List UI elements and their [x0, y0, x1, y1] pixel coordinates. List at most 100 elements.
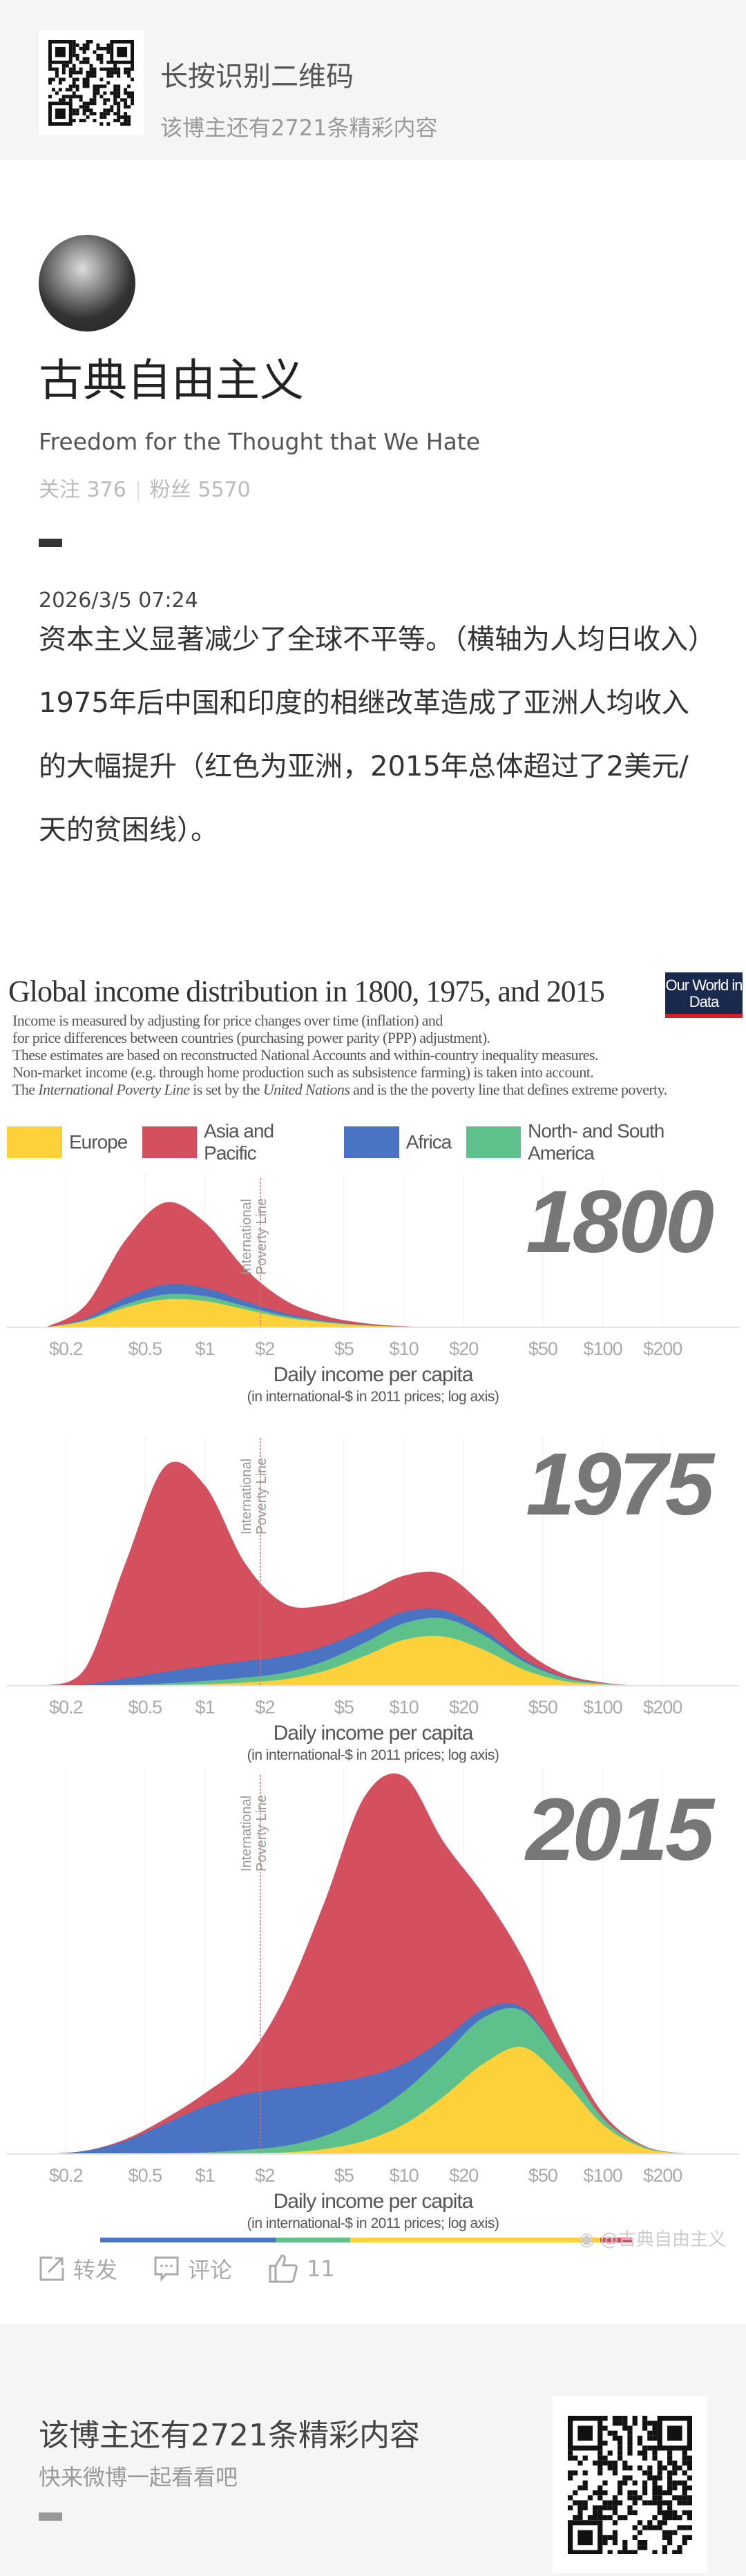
x-tick-label: $0.5 — [128, 1697, 162, 1718]
x-axis-label: Daily income per capita — [274, 2190, 474, 2213]
x-tick-label: $20 — [449, 2165, 478, 2186]
legend-label: Europe — [69, 1131, 128, 1153]
x-tick-label: $20 — [449, 1697, 478, 1718]
footer-title: 该博主还有2721条精彩内容 — [39, 2418, 420, 2453]
profile-bio: Freedom for the Thought that We Hate — [39, 428, 481, 455]
x-axis-label: Daily income per capita — [274, 1722, 474, 1744]
poverty-line-label: Poverty Line — [254, 1458, 269, 1535]
year-label: 1800 — [526, 1173, 714, 1271]
x-tick-label: $5 — [334, 1697, 354, 1718]
x-tick-label: $50 — [528, 1338, 557, 1359]
x-tick-label: $200 — [643, 1338, 682, 1359]
poverty-line-label: Poverty Line — [254, 1795, 269, 1872]
x-tick-label: $5 — [334, 1338, 354, 1359]
x-axis-label: Daily income per capita — [274, 1363, 474, 1386]
qr-code-footer[interactable] — [553, 2396, 707, 2573]
chart-bottom-strip — [100, 2238, 632, 2242]
x-tick-label: $10 — [390, 1697, 419, 1718]
x-tick-label: $0.5 — [128, 1338, 162, 1359]
followers-label: 粉丝 — [149, 478, 191, 502]
poverty-line-label: International — [239, 1199, 254, 1275]
note-text: United Nations — [262, 1081, 350, 1098]
thumbs-up-icon — [269, 2254, 298, 2283]
repost-label: 转发 — [73, 2257, 118, 2283]
action-bar: 转发 评论 11 — [39, 2253, 371, 2285]
note-text: The — [12, 1081, 39, 1098]
x-tick-label: $1 — [195, 2165, 215, 2186]
like-count: 11 — [307, 2256, 335, 2282]
x-tick-label: $2 — [255, 2165, 274, 2186]
qr-pattern — [48, 40, 134, 126]
following-count: 376 — [86, 478, 126, 502]
avatar[interactable] — [39, 235, 135, 331]
poverty-line-label: International — [239, 1796, 254, 1872]
x-tick-label: $0.2 — [49, 1338, 83, 1359]
owid-logo: Our World in Data — [665, 972, 743, 1018]
subtitle-line: for price differences between countries … — [12, 1029, 490, 1046]
banner-title: 长按识别二维码 — [160, 61, 354, 93]
x-tick-label: $50 — [528, 1697, 557, 1718]
legend-label: Africa — [405, 1131, 452, 1153]
watermark-text: @古典自由主义 — [600, 2229, 726, 2250]
x-tick-label: $2 — [255, 1697, 274, 1718]
note-text: International Poverty Line — [38, 1081, 190, 1098]
legend-swatch — [343, 1126, 399, 1158]
repost-button[interactable]: 转发 — [39, 2253, 117, 2285]
x-tick-label: $100 — [584, 2165, 622, 2186]
x-axis-sublabel: (in international-$ in 2011 prices; log … — [247, 1747, 499, 1763]
legend-item-europe: Europe — [7, 1126, 128, 1158]
poverty-line-label: Poverty Line — [254, 1198, 269, 1275]
x-tick-label: $2 — [255, 1338, 274, 1359]
poverty-line-label: International — [239, 1459, 254, 1535]
divider — [39, 2512, 62, 2521]
legend-swatch — [142, 1126, 198, 1158]
legend-item-africa: Africa — [343, 1126, 452, 1158]
profile-name[interactable]: 古典自由主义 — [39, 356, 304, 407]
x-axis-sublabel: (in international-$ in 2011 prices; log … — [247, 2215, 499, 2231]
x-tick-label: $5 — [334, 2165, 354, 2186]
x-tick-label: $0.5 — [128, 2165, 162, 2186]
x-tick-label: $0.2 — [49, 2165, 83, 2186]
year-label: 2015 — [524, 1780, 716, 1879]
area-europe — [46, 1298, 723, 1328]
x-tick-label: $200 — [643, 2165, 682, 2186]
subtitle-line: These estimates are based on reconstruct… — [12, 1046, 598, 1064]
chart-subtitle: Income is measured by adjusting for pric… — [12, 1012, 667, 1098]
legend-item-americas: North- and South America — [466, 1120, 731, 1164]
chart-panel-1975: International Poverty Line $0.2 $0.5 $1 $2 $5 $… — [7, 1435, 739, 1763]
legend-label: North- and South America — [528, 1120, 664, 1164]
qr-code[interactable] — [39, 30, 144, 135]
watermark: ◉ @古典自由主义 — [579, 2225, 726, 2251]
x-tick-label: $10 — [390, 2165, 419, 2186]
x-tick-label: $1 — [195, 1697, 215, 1718]
legend-label: Asia and Pacific — [204, 1120, 274, 1164]
divider — [39, 539, 62, 547]
banner-subtitle: 该博主还有2721条精彩内容 — [160, 115, 438, 141]
subtitle-line: Income is measured by adjusting for pric… — [12, 1012, 443, 1029]
divider — [137, 481, 139, 501]
following-label: 关注 — [39, 478, 80, 502]
qr-banner[interactable]: 长按识别二维码 该博主还有2721条精彩内容 — [0, 0, 746, 160]
qr-pattern — [568, 2416, 692, 2554]
area-europe — [46, 1635, 723, 1686]
chart-panel-2015: International Poverty Line $0.2 $0.5 $1 $2 $5 $… — [7, 1768, 739, 2231]
repost-icon — [39, 2256, 64, 2281]
legend-swatch — [7, 1126, 62, 1158]
profile-stats: 关注 376 粉丝 5570 — [39, 472, 251, 503]
comment-button[interactable]: 评论 — [153, 2253, 232, 2285]
year-label: 1975 — [526, 1435, 716, 1534]
x-tick-label: $100 — [584, 1697, 622, 1718]
note-text: and is the the poverty line that defines… — [350, 1081, 667, 1098]
subtitle-line: Non-market income (e.g. through home pro… — [12, 1064, 594, 1081]
like-button[interactable]: 11 — [268, 2253, 335, 2284]
post-body: 资本主义显著减少了全球不平等。（横轴为人均日收入） 1975年后中国和印度的相继… — [39, 608, 716, 862]
comment-label: 评论 — [188, 2257, 233, 2283]
area-asia-and-pacific — [46, 1461, 723, 1686]
post-paragraph: 1975年后中国和印度的相继改革造成了亚洲人均收入的大幅提升（红色为亚洲，201… — [39, 687, 689, 846]
x-tick-label: $20 — [449, 1338, 478, 1359]
post-date: 2026/3/5 07:24 — [39, 588, 198, 613]
x-tick-label: $10 — [390, 1338, 419, 1359]
note-text: is set by the — [189, 1081, 263, 1098]
x-tick-label: $0.2 — [49, 1697, 83, 1718]
chart-panel-1800: International Poverty Line $0.2 $0.5 $1 $2 $5 $… — [7, 1173, 739, 1405]
